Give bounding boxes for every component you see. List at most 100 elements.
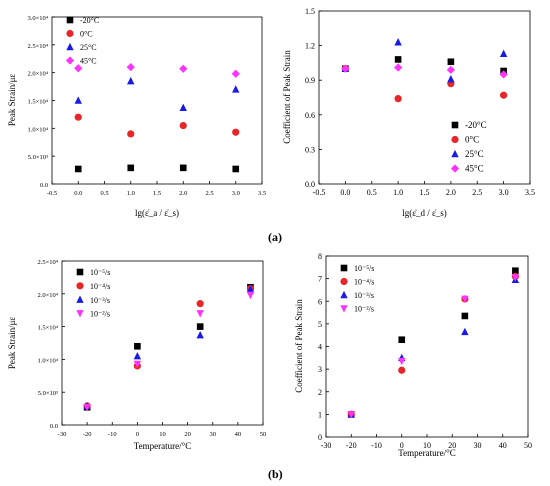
y-tick-label: 2.5×10⁴ [37,259,58,266]
legend-marker [450,164,460,173]
data-point-diamond [446,65,455,74]
x-tick-label: -20 [83,431,92,438]
legend-marker [76,310,84,318]
x-tick-label: 40 [499,441,507,450]
y-tick-label: 1.0×10⁴ [37,357,58,364]
legend-label: -20°C [80,16,99,25]
x-tick-label: 3.0 [232,190,240,197]
y-tick-label: 8 [318,252,322,261]
y-tick-label: 0.0 [305,180,315,189]
plot-frame [318,10,531,185]
data-point-circle [394,95,402,103]
data-point-square [232,165,240,173]
data-point-square [196,323,204,330]
data-point-diamond [231,69,240,78]
legend-marker [76,282,84,290]
data-point-square [74,165,82,173]
panel-label-a: (a) [268,230,282,244]
legend-marker [340,264,348,272]
y-tick-label: 1 [318,410,322,419]
x-tick-label: 1.0 [127,190,135,197]
x-tick-label: 30 [210,431,217,438]
data-point-triangle-down [246,291,255,300]
legend-marker [66,29,74,38]
data-point-square [398,336,406,344]
data-point-diamond [394,63,403,72]
x-tick-label: -0.5 [313,188,326,197]
data-point-square [127,164,135,172]
y-tick-label: 0.9 [305,76,315,85]
x-tick-label: 1.5 [153,190,161,197]
legend-marker [340,290,348,299]
data-point-diamond [341,64,350,73]
legend-label: 10⁻²/s [90,310,110,319]
chart-2: -0.5 0.0 0.5 1.0 1.5 2.0 2.5 3.0 3.50.00.30.60.9… [282,7,535,218]
data-point-circle [232,128,240,136]
data-point-square [179,164,187,172]
x-tick-label: 0.0 [74,190,82,197]
data-point-diamond [74,64,83,73]
y-tick-label: 1.0×10⁴ [27,126,48,133]
data-point-triangle-down [347,411,355,419]
data-point-circle [500,91,508,99]
panel-label-b: (b) [268,467,283,481]
chart-1: -0.5 0.0 0.5 1.0 1.5 2.0 2.5 3.0 3.50.05.0×10³1.… [7,15,266,218]
y-tick-label: 1.5 [305,7,315,16]
x-axis-label: lg(ε̇_d / ε̇_s) [402,208,447,218]
data-point-triangle-down [196,310,204,318]
y-tick-label: 7 [318,275,322,284]
y-tick-label: 2.0×10⁴ [37,292,58,299]
legend-marker [76,295,84,303]
legend-marker [451,135,459,144]
x-tick-label: 2.5 [472,188,482,197]
x-tick-label: 10 [423,441,431,450]
x-tick-label: 0 [136,431,139,438]
legend-label: -20°C [465,120,487,130]
x-tick-label: -30 [58,431,67,438]
x-tick-label: 20 [184,431,191,438]
y-tick-label: 1.2 [305,42,315,51]
y-axis-label: Peak Strain/με [7,317,17,370]
x-tick-label: 0.5 [367,188,377,197]
data-point-triangle [394,38,402,46]
y-tick-label: 4 [318,343,322,352]
legend-label: 25°C [465,149,484,159]
y-tick-label: 1.5×10⁴ [37,325,58,332]
legend-label: 10⁻⁵/s [90,268,110,277]
y-axis-label: Peak Strain/με [7,74,17,127]
y-tick-label: 6 [318,297,322,306]
x-axis-label: Temperature/°C [134,441,191,451]
y-tick-label: 2.0×10⁴ [27,71,48,78]
y-tick-label: 5.0×10³ [28,154,48,161]
data-point-square [134,342,141,350]
data-point-triangle-down [83,403,91,412]
x-tick-label: 10 [159,431,166,438]
legend-label: 10⁻⁵/s [354,264,374,273]
legend-marker [76,268,84,276]
x-tick-label: 0.0 [340,188,350,197]
legend-marker [451,121,459,129]
y-tick-label: 0.0 [40,182,48,189]
x-tick-label: 2.0 [446,188,456,197]
data-point-triangle [196,331,204,339]
y-tick-label: 2.5×10⁴ [27,43,48,50]
data-point-circle [398,366,406,374]
y-tick-label: 1.5×10⁴ [27,99,48,106]
data-point-triangle [74,96,82,104]
x-tick-label: 3.5 [258,190,266,197]
data-point-triangle [447,74,455,83]
y-tick-label: 3 [318,365,322,374]
x-tick-label: -0.5 [47,190,57,197]
x-tick-label: -20 [346,441,357,450]
data-point-triangle [232,85,240,93]
plot-frame [51,16,263,185]
legend-label: 0°C [80,30,93,39]
legend-label: 10⁻³/s [354,291,374,300]
chart-4: -30 -20 -10 0 10 20 30 40 50 0 1 2 3 4 5 6 7 8 Temperature… [294,252,532,458]
x-tick-label: 1.5 [420,188,430,197]
x-tick-label: 50 [260,431,267,438]
data-point-triangle [246,285,255,293]
y-tick-label: 5 [318,320,322,329]
legend-label: 10⁻⁴/s [354,278,374,287]
